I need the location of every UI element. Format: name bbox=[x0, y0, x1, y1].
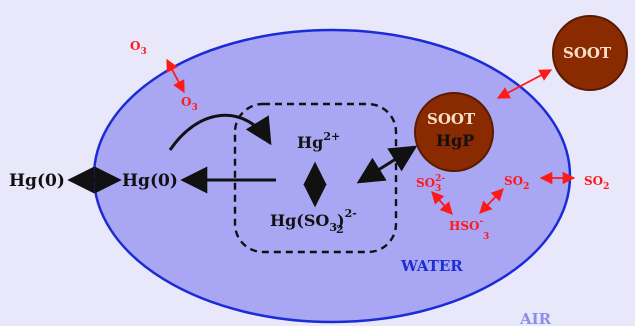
hgso3-complex-label: Hg(SO3)2- bbox=[270, 207, 357, 234]
o3-air-label: O3 bbox=[130, 39, 147, 57]
hg2-sup: 2+ bbox=[323, 130, 340, 143]
hgso3-sub1: 3 bbox=[329, 221, 337, 234]
hg0-air-label: Hg(0) bbox=[9, 171, 65, 191]
o3-water-label: O3 bbox=[181, 95, 198, 113]
arrow-soot-water-air-exchange bbox=[496, 69, 553, 99]
hso3-label: HSO- bbox=[449, 217, 483, 233]
arrow-so2-hso3-equilibrium bbox=[479, 188, 504, 214]
water-phase-label: WATER bbox=[400, 257, 463, 275]
soot-particle-air bbox=[552, 15, 628, 91]
air-phase-label: AIR bbox=[519, 310, 552, 326]
arrow-so3-hso3-equilibrium bbox=[431, 191, 453, 215]
so2-air-label: SO2 bbox=[584, 174, 609, 192]
so3-label: SO2- bbox=[416, 174, 445, 190]
hgso3-sup: 2- bbox=[345, 207, 357, 220]
hgp-label: HgP bbox=[436, 131, 474, 150]
arrow-hg0-oxidation-curve bbox=[168, 113, 272, 151]
hg0-water-label: Hg(0) bbox=[122, 171, 178, 191]
soot-water-label: SOOT bbox=[427, 110, 476, 128]
hg2-plus-label: Hg2+ bbox=[297, 130, 340, 152]
hg2-base: Hg bbox=[297, 133, 323, 152]
hso3-sub: 3 bbox=[483, 232, 489, 242]
soot-particle-water bbox=[414, 92, 494, 172]
hgso3-sub2: 2 bbox=[336, 223, 344, 236]
arrow-o3-air-water-exchange bbox=[166, 58, 185, 94]
so2-water-label: SO2 bbox=[504, 174, 529, 192]
arrow-box-hgp-exchange bbox=[356, 145, 418, 184]
hgso3-base: Hg(SO bbox=[270, 211, 329, 230]
soot-air-label: SOOT bbox=[563, 44, 612, 62]
hgso3-close: ) bbox=[337, 211, 345, 230]
so3-sub: 3 bbox=[435, 184, 441, 194]
